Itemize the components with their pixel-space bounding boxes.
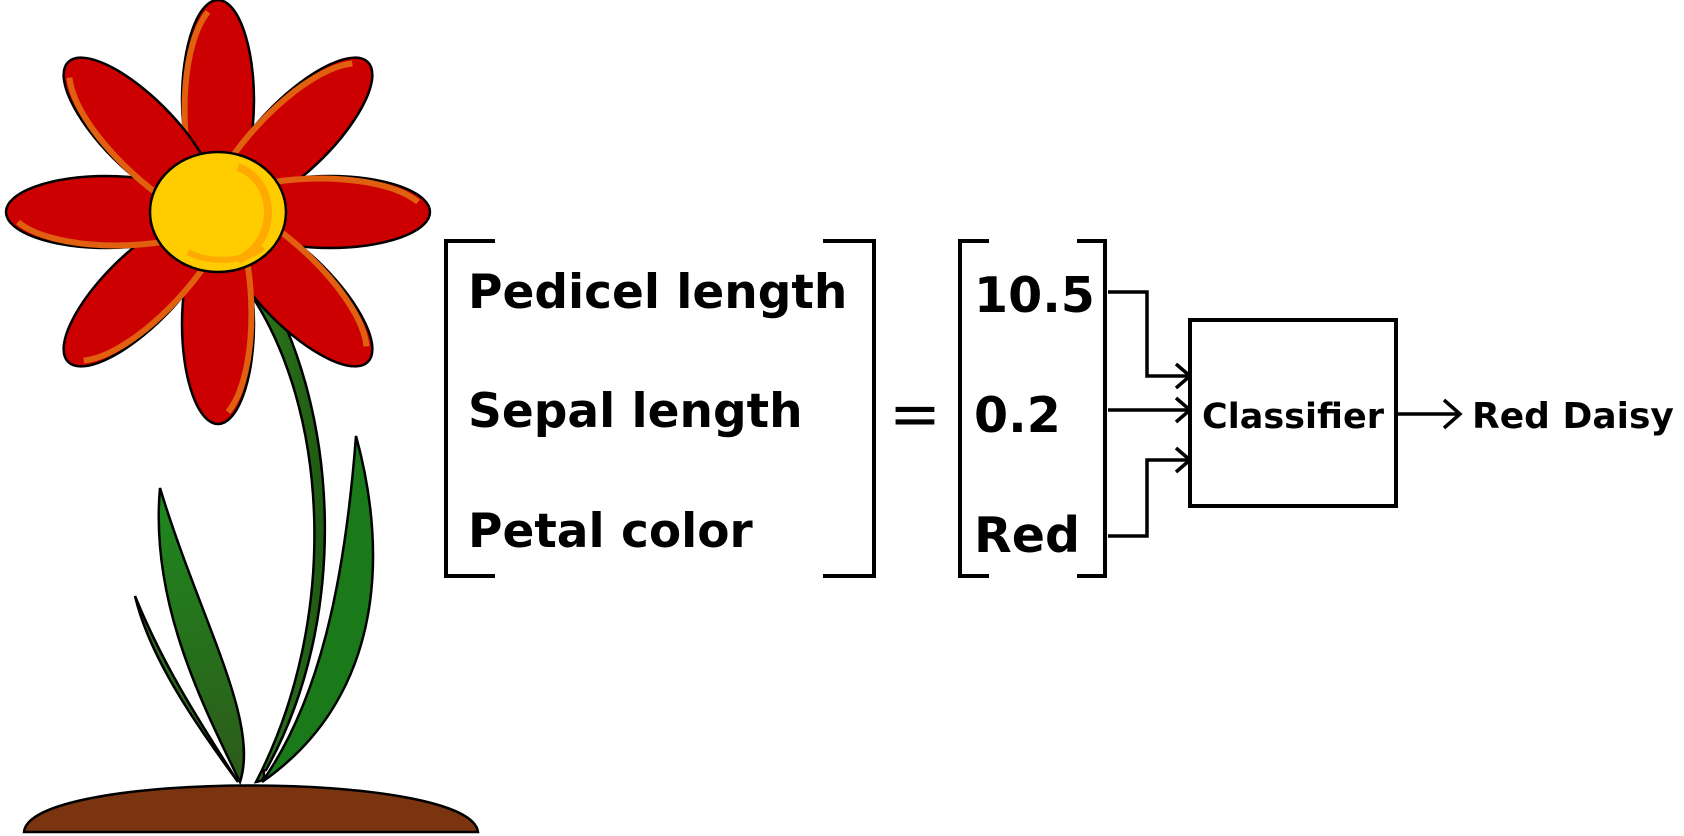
soil-mound <box>22 784 480 834</box>
flower-stem <box>246 278 327 784</box>
leaf-left-small <box>133 595 240 783</box>
classifier-box: Classifier <box>1188 318 1398 508</box>
classifier-label: Classifier <box>1202 397 1385 437</box>
connector-bottom <box>1108 458 1190 538</box>
feature-label-sepal: Sepal length <box>468 384 803 439</box>
value-pedicel: 10.5 <box>974 267 1095 324</box>
flower-center <box>148 150 288 274</box>
value-vector: 10.5 0.2 Red <box>958 239 1107 578</box>
daisy-flower-icon <box>4 0 480 834</box>
output-label: Red Daisy <box>1472 396 1674 437</box>
value-sepal: 0.2 <box>974 387 1061 444</box>
feature-left-bracket <box>444 239 495 578</box>
value-petal-color: Red <box>974 507 1080 564</box>
leaf-left-large <box>157 487 246 786</box>
feature-label-pedicel: Pedicel length <box>468 265 847 320</box>
value-right-bracket <box>1077 239 1107 578</box>
feature-label-petal-color: Petal color <box>468 504 754 559</box>
petals <box>4 0 432 426</box>
equals-sign: = <box>889 377 941 450</box>
feature-vector: Pedicel length Sepal length Petal color <box>444 239 876 578</box>
connector-top <box>1108 290 1190 378</box>
value-left-bracket <box>958 239 989 578</box>
feature-right-bracket <box>823 239 876 578</box>
input-connectors <box>1108 290 1193 538</box>
leaf-right <box>260 435 375 784</box>
arrow-right-icon <box>1442 398 1463 430</box>
